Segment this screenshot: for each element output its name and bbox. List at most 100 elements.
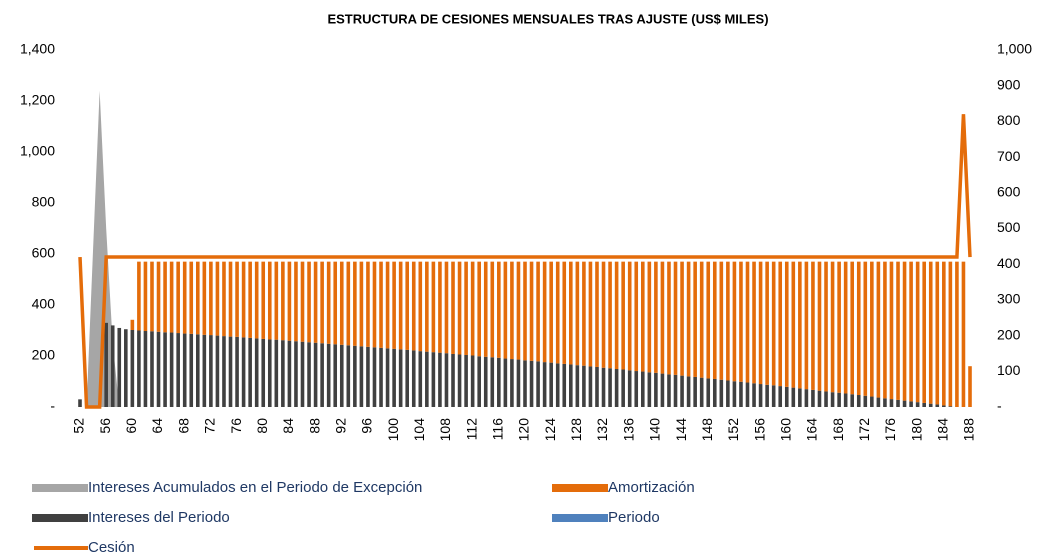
bar	[948, 406, 953, 407]
bar	[411, 350, 416, 407]
bar	[189, 261, 194, 334]
bar	[660, 261, 665, 374]
bar	[339, 261, 344, 345]
bar	[372, 261, 377, 348]
bar	[425, 351, 429, 407]
bar	[719, 261, 724, 380]
bar	[798, 261, 802, 389]
bar	[228, 261, 233, 337]
bar	[235, 261, 239, 337]
bar	[483, 261, 488, 357]
x-tick-label: 144	[673, 418, 689, 442]
bar	[359, 346, 364, 407]
x-tick-label: 136	[620, 418, 636, 442]
y2-tick-label: 900	[997, 76, 1021, 92]
bar	[673, 374, 678, 407]
bar	[843, 393, 848, 407]
bar	[536, 361, 540, 407]
bar	[215, 261, 220, 336]
bar	[588, 366, 593, 407]
y2-tick-label: 800	[997, 112, 1021, 128]
bar	[477, 261, 481, 357]
bar	[182, 333, 187, 407]
bar	[765, 261, 769, 385]
chart-title: ESTRUCTURA DE CESIONES MENSUALES TRAS AJ…	[327, 11, 768, 26]
x-tick-label: 116	[490, 418, 506, 441]
bar	[909, 261, 913, 402]
bar	[254, 338, 259, 407]
bar	[621, 261, 625, 370]
bar	[771, 261, 776, 386]
x-tick-label: 128	[568, 418, 584, 442]
bar	[699, 377, 704, 407]
bar	[222, 336, 226, 407]
bar	[830, 261, 835, 393]
bar	[660, 373, 665, 407]
bar	[353, 261, 357, 346]
bar	[503, 261, 508, 359]
bar	[876, 261, 881, 398]
bar	[169, 261, 174, 333]
bar	[549, 261, 553, 363]
bar	[745, 261, 750, 383]
bar	[542, 261, 547, 363]
bar	[379, 261, 383, 348]
bar	[137, 261, 141, 331]
bar	[392, 348, 396, 407]
legend-label: Amortización	[608, 479, 695, 496]
bar	[928, 261, 933, 404]
bar	[130, 319, 135, 330]
bar	[654, 261, 658, 373]
bar	[274, 261, 279, 340]
x-tick-label: 88	[306, 418, 322, 434]
y2-tick-label: 200	[997, 326, 1021, 342]
bar	[483, 356, 488, 407]
bar	[516, 359, 521, 407]
bar	[850, 261, 855, 395]
x-tick-label: 100	[385, 418, 401, 442]
bar	[326, 343, 331, 407]
bar	[176, 333, 180, 407]
bar	[863, 261, 868, 396]
bar	[490, 357, 495, 407]
bar	[935, 261, 940, 405]
y2-tick-label: -	[997, 398, 1002, 414]
bar	[156, 331, 161, 407]
bar	[267, 261, 272, 340]
bar	[281, 261, 285, 341]
y-tick-label: 600	[32, 245, 56, 261]
bar	[843, 261, 848, 394]
bar	[915, 402, 920, 407]
bar	[307, 261, 311, 343]
bar	[706, 378, 711, 407]
bar	[195, 261, 200, 335]
bar	[588, 261, 593, 367]
bar	[575, 365, 580, 407]
bar	[248, 261, 252, 338]
bar	[398, 349, 403, 407]
bar	[385, 348, 390, 407]
x-tick-label: 140	[647, 418, 663, 442]
bar	[850, 394, 855, 407]
bar	[719, 379, 724, 407]
bar	[569, 364, 573, 407]
bar	[261, 338, 266, 407]
bar	[562, 261, 567, 364]
bar	[490, 261, 495, 358]
x-tick-label: 108	[437, 418, 453, 442]
x-tick-label: 72	[202, 418, 218, 434]
bar	[438, 261, 442, 353]
bar	[634, 261, 639, 372]
bar	[942, 261, 946, 406]
bar	[909, 401, 913, 407]
bar	[582, 365, 586, 407]
bar	[523, 360, 527, 407]
x-tick-label: 172	[856, 418, 872, 442]
bar	[497, 357, 501, 407]
bar	[863, 395, 868, 407]
bar	[634, 371, 639, 407]
bar	[856, 395, 861, 407]
bar	[536, 261, 540, 362]
bar	[771, 385, 776, 407]
bar	[313, 342, 318, 407]
